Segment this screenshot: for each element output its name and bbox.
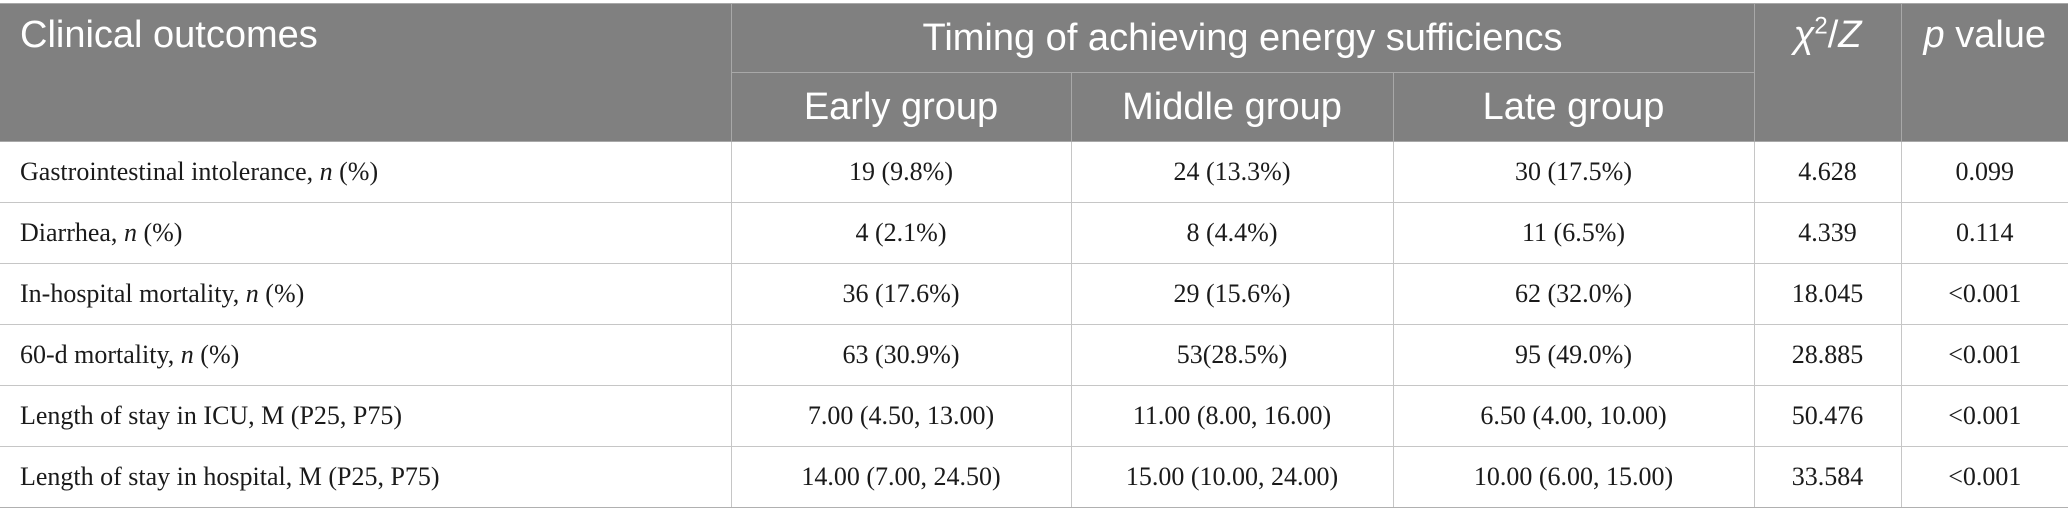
cell-middle: 29 (15.6%) [1070, 263, 1394, 325]
header-z-symbol: Z [1838, 14, 1862, 56]
cell-late: 95 (49.0%) [1392, 324, 1755, 386]
cell-p-value: <0.001 [1900, 263, 2068, 325]
header-row-2: Early group Middle group Late group [0, 72, 2068, 142]
cell-p-value: 0.114 [1900, 202, 2068, 264]
row-label: In-hospital mortality, n (%) [0, 263, 732, 325]
row-label-italic: n [245, 279, 259, 308]
table-row: Length of stay in ICU, M (P25, P75) 7.00 … [0, 385, 2068, 447]
header-middle-group: Middle group [1070, 72, 1394, 142]
row-label-text: Length of stay in hospital, M (P25, P75) [20, 462, 440, 491]
table-body: Gastrointestinal intolerance, n (%) 19 (9… [0, 141, 2068, 508]
table-header: Clinical outcomes Timing of achieving en… [0, 3, 2068, 142]
row-label-text: Gastrointestinal intolerance, [20, 157, 320, 186]
table-row: 60-d mortality, n (%) 63 (30.9%) 53(28.5%)… [0, 324, 2068, 386]
header-p-rest: value [1944, 14, 2047, 56]
cell-middle: 24 (13.3%) [1070, 141, 1394, 203]
cell-statistic: 4.628 [1753, 141, 1902, 203]
header-row-1: Clinical outcomes Timing of achieving en… [0, 3, 2068, 142]
header-clinical-outcomes: Clinical outcomes [0, 3, 732, 142]
row-label-italic: n [123, 218, 137, 247]
row-label-suffix: (%) [332, 157, 379, 186]
cell-late: 30 (17.5%) [1392, 141, 1755, 203]
cell-statistic: 28.885 [1753, 324, 1902, 386]
cell-p-value: 0.099 [1900, 141, 2068, 203]
cell-statistic: 4.339 [1753, 202, 1902, 264]
cell-middle: 15.00 (10.00, 24.00) [1070, 446, 1394, 508]
cell-early: 36 (17.6%) [730, 263, 1072, 325]
header-chi-superscript: 2 [1814, 12, 1828, 40]
cell-late: 6.50 (4.00, 10.00) [1392, 385, 1755, 447]
cell-p-value: <0.001 [1900, 324, 2068, 386]
header-p-value: p value [1900, 3, 2068, 142]
row-label-suffix: (%) [258, 279, 305, 308]
table-row: Length of stay in hospital, M (P25, P75)… [0, 446, 2068, 508]
cell-middle: 11.00 (8.00, 16.00) [1070, 385, 1394, 447]
cell-statistic: 50.476 [1753, 385, 1902, 447]
header-late-group: Late group [1392, 72, 1755, 142]
header-early-group: Early group [730, 72, 1072, 142]
header-stat-slash: / [1827, 14, 1839, 56]
cell-middle: 53(28.5%) [1070, 324, 1394, 386]
row-label: Diarrhea, n (%) [0, 202, 732, 264]
row-label-suffix: (%) [136, 218, 183, 247]
outcomes-table: Clinical outcomes Timing of achieving en… [0, 3, 2068, 508]
row-label-text: Length of stay in ICU, M (P25, P75) [20, 401, 403, 430]
cell-early: 14.00 (7.00, 24.50) [730, 446, 1072, 508]
cell-late: 62 (32.0%) [1392, 263, 1755, 325]
table-row: In-hospital mortality, n (%) 36 (17.6%) 29… [0, 263, 2068, 325]
row-label-text: 60-d mortality, [20, 340, 181, 369]
row-label: 60-d mortality, n (%) [0, 324, 732, 386]
cell-early: 4 (2.1%) [730, 202, 1072, 264]
cell-statistic: 18.045 [1753, 263, 1902, 325]
table-row: Gastrointestinal intolerance, n (%) 19 (9… [0, 141, 2068, 203]
cell-early: 7.00 (4.50, 13.00) [730, 385, 1072, 447]
row-label: Gastrointestinal intolerance, n (%) [0, 141, 732, 203]
cell-early: 19 (9.8%) [730, 141, 1072, 203]
row-label-italic: n [180, 340, 194, 369]
header-chi-symbol: χ [1793, 14, 1815, 56]
cell-middle: 8 (4.4%) [1070, 202, 1394, 264]
header-statistic: χ2/Z [1753, 3, 1902, 142]
row-label-italic: n [319, 157, 333, 186]
header-p-letter: p [1923, 14, 1945, 56]
header-timing: Timing of achieving energy sufficiencs [730, 3, 1755, 73]
cell-p-value: <0.001 [1900, 385, 2068, 447]
row-label-text: Diarrhea, [20, 218, 124, 247]
cell-late: 11 (6.5%) [1392, 202, 1755, 264]
row-label-suffix: (%) [193, 340, 240, 369]
table-row: Diarrhea, n (%) 4 (2.1%) 8 (4.4%) 11 (6.5%)… [0, 202, 2068, 264]
row-label: Length of stay in hospital, M (P25, P75) [0, 446, 732, 508]
cell-late: 10.00 (6.00, 15.00) [1392, 446, 1755, 508]
row-label: Length of stay in ICU, M (P25, P75) [0, 385, 732, 447]
cell-early: 63 (30.9%) [730, 324, 1072, 386]
row-label-text: In-hospital mortality, [20, 279, 246, 308]
cell-statistic: 33.584 [1753, 446, 1902, 508]
cell-p-value: <0.001 [1900, 446, 2068, 508]
